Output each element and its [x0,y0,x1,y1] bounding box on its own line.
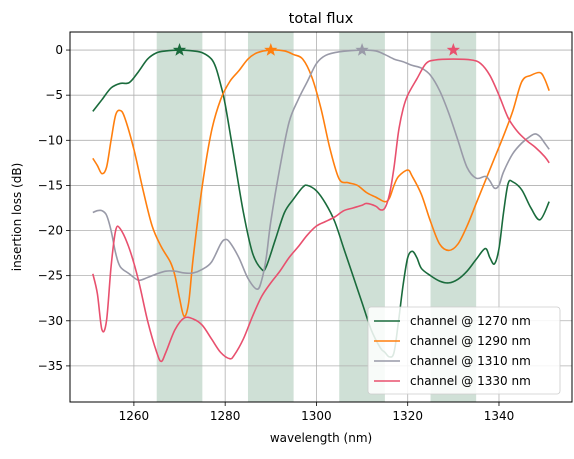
star-marker-3 [355,43,369,56]
legend-label-3: channel @ 1310 nm [410,354,531,368]
star-marker-4 [446,43,460,56]
y-tick-label: −20 [38,224,63,238]
series-line-1 [92,49,550,358]
passband-1 [156,32,203,402]
y-tick-label: −15 [38,178,63,192]
y-tick-label: −30 [38,314,63,328]
legend: channel @ 1270 nm channel @ 1290 nm channe… [367,306,561,395]
legend-label-4: channel @ 1330 nm [410,374,531,388]
y-axis-ticks: 0 −5 −10 −15 −20 −25 −30 −35 [38,43,70,373]
y-tick-label: 0 [55,43,63,57]
series-line-2 [92,49,550,318]
series-markers [172,43,460,56]
x-axis-ticks: 1260 1280 1300 1320 1340 [119,402,515,423]
star-marker-1 [172,43,187,56]
x-tick-label: 1280 [210,409,241,423]
x-tick-label: 1340 [484,409,515,423]
series-line-4 [92,58,550,363]
legend-label-2: channel @ 1290 nm [410,334,531,348]
y-axis-label: insertion loss (dB) [10,163,24,272]
series-lines [92,49,550,363]
plot-frame [69,31,573,403]
y-tick-label: −5 [45,88,63,102]
x-tick-label: 1260 [119,409,150,423]
legend-label-1: channel @ 1270 nm [410,314,531,328]
star-marker-2 [264,43,278,56]
series-line-3 [92,49,550,290]
x-axis-label: wavelength (nm) [270,431,372,445]
y-tick-label: −10 [38,133,63,147]
grid [70,32,572,402]
x-tick-label: 1320 [392,409,423,423]
x-tick-label: 1300 [301,409,332,423]
legend-box [367,306,561,395]
y-tick-label: −35 [38,359,63,373]
chart-title: total flux [289,11,354,27]
y-tick-label: −25 [38,269,63,283]
